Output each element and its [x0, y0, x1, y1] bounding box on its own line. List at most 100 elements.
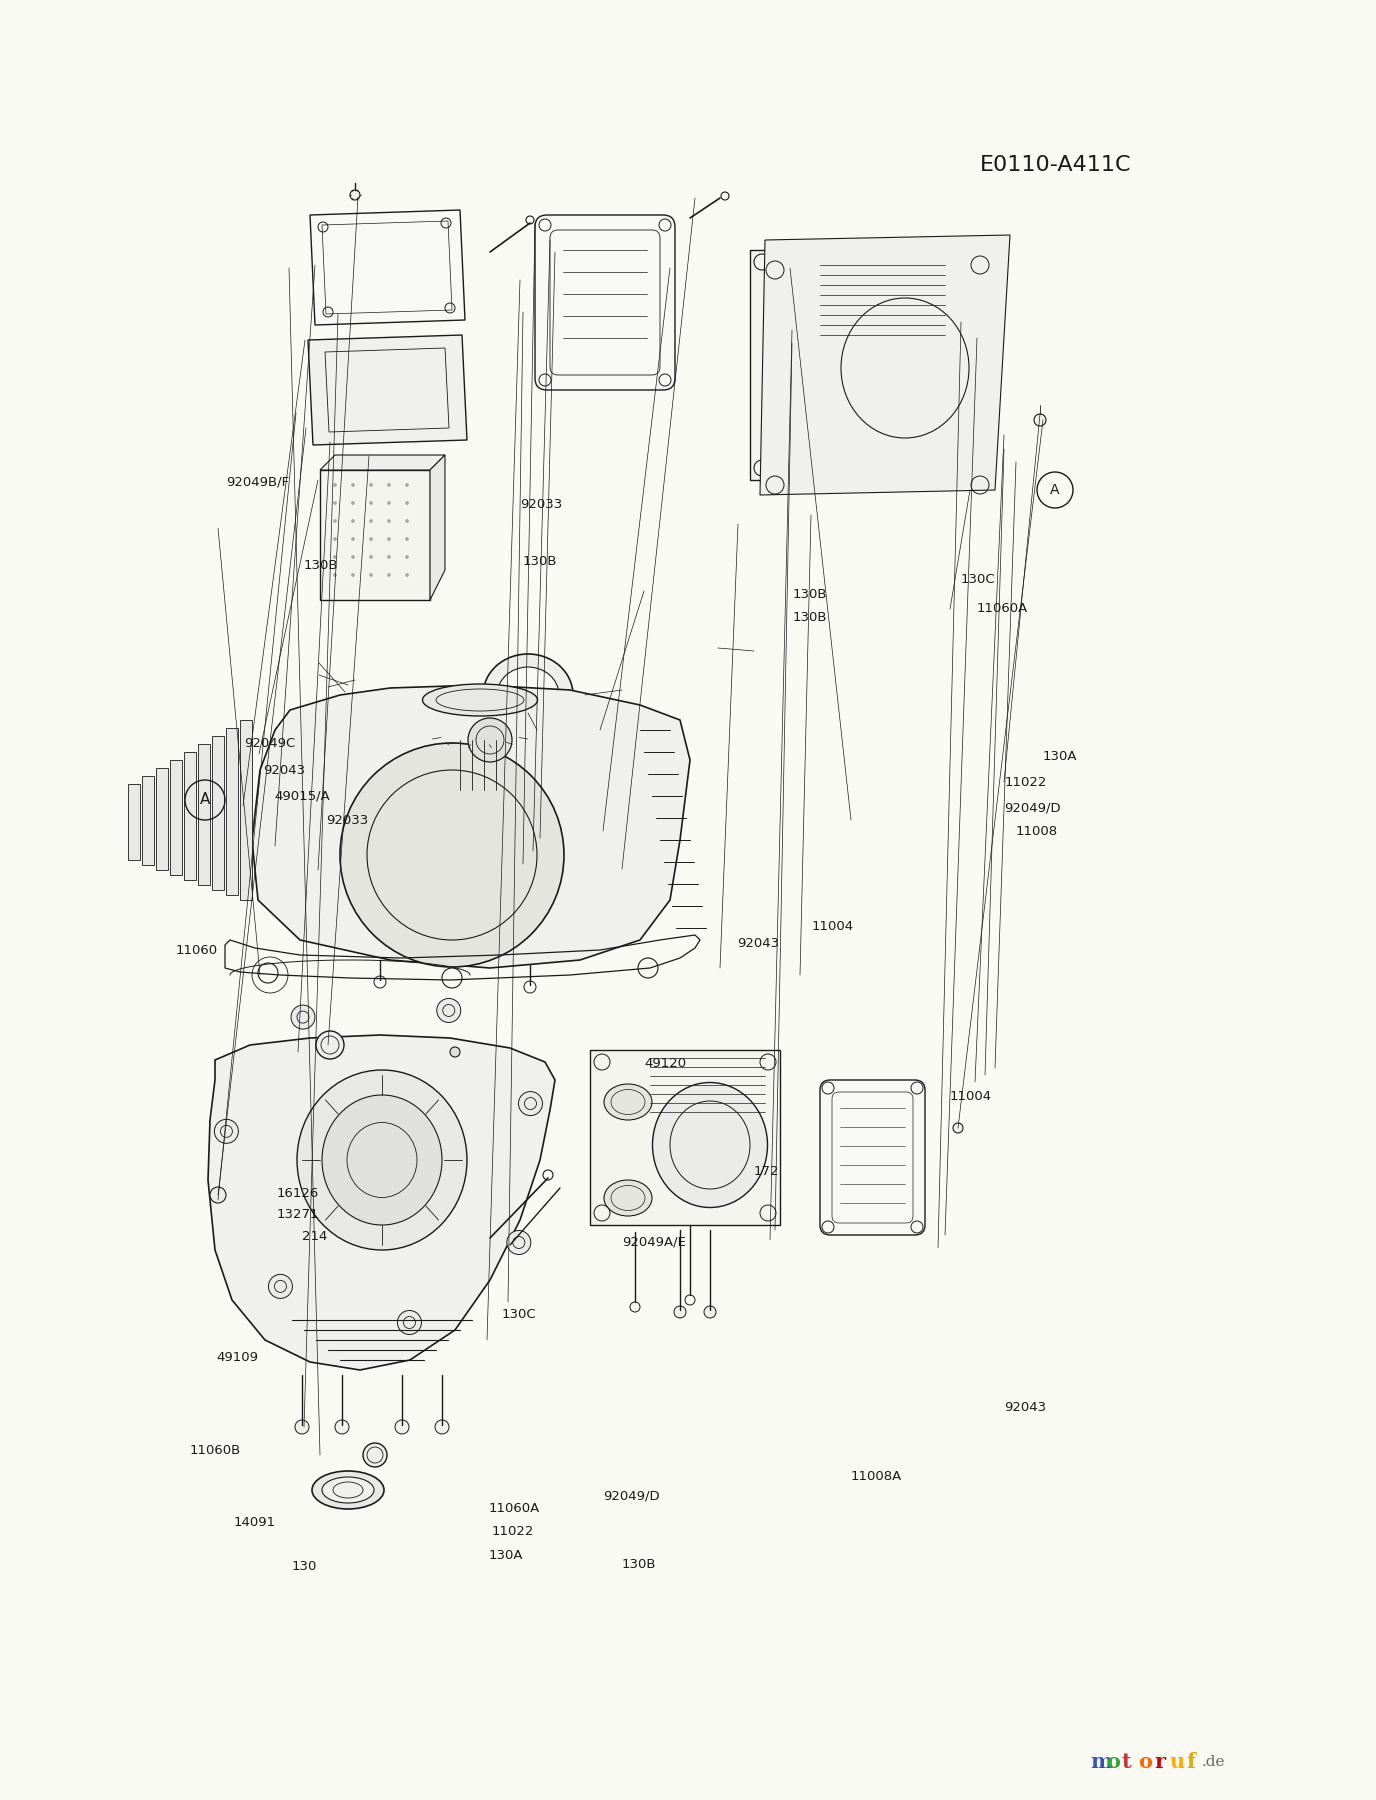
Text: 13271: 13271 — [277, 1208, 319, 1222]
Polygon shape — [310, 211, 465, 326]
Circle shape — [406, 484, 409, 486]
Text: 92049A/E: 92049A/E — [622, 1235, 685, 1249]
Circle shape — [351, 520, 355, 522]
Text: 130B: 130B — [793, 587, 827, 601]
Text: 11060B: 11060B — [190, 1444, 241, 1458]
Text: 11060A: 11060A — [977, 601, 1028, 616]
Bar — [590, 1049, 780, 1226]
Circle shape — [333, 484, 337, 486]
Circle shape — [333, 538, 337, 540]
Circle shape — [674, 1307, 687, 1318]
Ellipse shape — [322, 1478, 374, 1503]
Text: A: A — [200, 792, 211, 808]
Circle shape — [340, 743, 564, 967]
Text: 92049B/F: 92049B/F — [226, 475, 289, 490]
Circle shape — [350, 191, 361, 200]
Circle shape — [333, 502, 337, 504]
Circle shape — [406, 574, 409, 576]
Ellipse shape — [604, 1181, 652, 1217]
Circle shape — [954, 1123, 963, 1132]
Polygon shape — [760, 236, 1010, 495]
Text: A: A — [1050, 482, 1060, 497]
Text: 49015/A: 49015/A — [274, 788, 330, 803]
Circle shape — [705, 1307, 716, 1318]
Text: o: o — [1138, 1751, 1152, 1771]
Circle shape — [215, 1120, 238, 1143]
Circle shape — [363, 1444, 387, 1467]
Ellipse shape — [826, 308, 955, 452]
Bar — [226, 727, 238, 895]
Circle shape — [388, 502, 391, 504]
Text: 214: 214 — [303, 1229, 327, 1244]
Circle shape — [388, 538, 391, 540]
Text: E0110-A411C: E0110-A411C — [980, 155, 1131, 175]
Circle shape — [351, 538, 355, 540]
Circle shape — [398, 1310, 421, 1334]
Polygon shape — [252, 686, 689, 968]
Circle shape — [388, 556, 391, 558]
Polygon shape — [429, 455, 444, 599]
Text: o: o — [1106, 1751, 1120, 1771]
Circle shape — [388, 520, 391, 522]
Circle shape — [506, 1231, 531, 1255]
Circle shape — [519, 1091, 542, 1116]
Circle shape — [406, 556, 409, 558]
Circle shape — [370, 538, 373, 540]
Bar — [155, 769, 168, 869]
Text: 11008: 11008 — [1015, 824, 1058, 839]
Text: 11004: 11004 — [949, 1089, 992, 1103]
Text: 92043: 92043 — [263, 763, 305, 778]
Circle shape — [406, 502, 409, 504]
Circle shape — [406, 538, 409, 540]
Circle shape — [370, 484, 373, 486]
Circle shape — [1033, 414, 1046, 427]
Text: .de: .de — [1203, 1755, 1226, 1769]
Circle shape — [333, 556, 337, 558]
Circle shape — [388, 574, 391, 576]
Bar — [212, 736, 224, 889]
Bar — [184, 752, 195, 880]
Text: 92033: 92033 — [520, 497, 563, 511]
Text: 130A: 130A — [488, 1548, 523, 1562]
Circle shape — [395, 1420, 409, 1435]
Bar — [750, 250, 965, 481]
Text: 130A: 130A — [1043, 749, 1077, 763]
Circle shape — [370, 520, 373, 522]
Text: 49120: 49120 — [644, 1057, 687, 1071]
Ellipse shape — [322, 1094, 442, 1226]
Text: 14091: 14091 — [233, 1516, 275, 1530]
Text: 92049/D: 92049/D — [1004, 801, 1061, 815]
Bar — [171, 760, 182, 875]
Polygon shape — [208, 1035, 555, 1370]
Text: 130B: 130B — [523, 554, 557, 569]
Text: r: r — [1154, 1751, 1165, 1771]
Ellipse shape — [604, 1084, 652, 1120]
Circle shape — [334, 1420, 350, 1435]
Ellipse shape — [297, 1069, 466, 1249]
Text: 11004: 11004 — [812, 920, 854, 934]
Circle shape — [370, 574, 373, 576]
Ellipse shape — [422, 684, 538, 716]
Circle shape — [406, 520, 409, 522]
Text: 11022: 11022 — [491, 1525, 534, 1539]
Bar — [239, 720, 252, 900]
Text: 92049C: 92049C — [245, 736, 296, 751]
Text: 130: 130 — [292, 1559, 316, 1573]
Ellipse shape — [768, 301, 823, 340]
Text: m: m — [1090, 1751, 1112, 1771]
Circle shape — [211, 1186, 226, 1202]
Polygon shape — [308, 335, 466, 445]
Text: 16126: 16126 — [277, 1186, 319, 1201]
Circle shape — [370, 556, 373, 558]
Text: 92043: 92043 — [1004, 1400, 1047, 1415]
Text: t: t — [1121, 1751, 1131, 1771]
Text: f: f — [1186, 1751, 1194, 1771]
Ellipse shape — [768, 400, 823, 439]
Ellipse shape — [652, 1082, 768, 1208]
Circle shape — [290, 1004, 315, 1030]
Text: u: u — [1170, 1751, 1185, 1771]
Ellipse shape — [483, 653, 572, 736]
Circle shape — [351, 484, 355, 486]
Bar — [198, 743, 211, 886]
Circle shape — [333, 574, 337, 576]
